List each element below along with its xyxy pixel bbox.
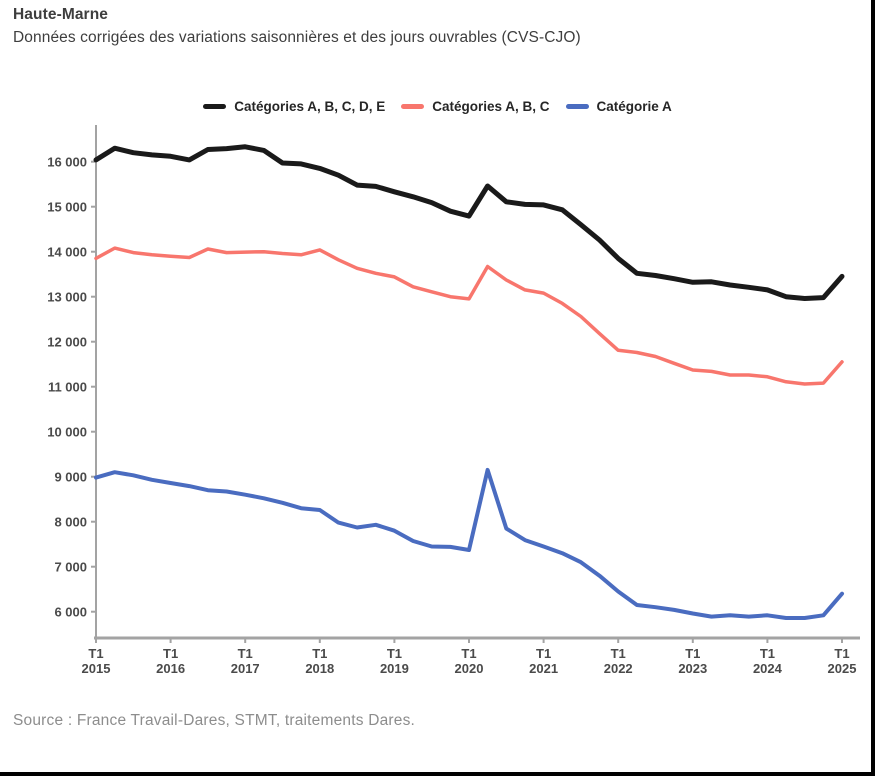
x-tick-label-quarter: T1 <box>238 646 253 661</box>
series-line-cat-gorie-a <box>94 467 844 620</box>
x-tick-label-quarter: T1 <box>387 646 402 661</box>
y-tick-label: 13 000 <box>47 289 87 304</box>
x-tick-label-year: 2023 <box>678 661 707 676</box>
x-tick-label-year: 2024 <box>753 661 783 676</box>
legend-item-categories-abc: Catégories A, B, C <box>401 99 550 114</box>
x-tick-label-year: 2021 <box>529 661 558 676</box>
y-tick-label: 8 000 <box>54 514 87 529</box>
source-text: Source : France Travail-Dares, STMT, tra… <box>13 712 416 729</box>
x-tick-label-year: 2017 <box>231 661 260 676</box>
x-tick-label-quarter: T1 <box>88 646 103 661</box>
x-tick-label-year: 2015 <box>82 661 111 676</box>
x-tick-label-quarter: T1 <box>685 646 700 661</box>
x-tick-label-year: 2016 <box>156 661 185 676</box>
page-subtitle: Données corrigées des variations saisonn… <box>13 29 581 46</box>
y-tick-label: 15 000 <box>47 199 87 214</box>
x-tick-label-quarter: T1 <box>461 646 476 661</box>
x-tick-label-quarter: T1 <box>312 646 327 661</box>
frame-border-right <box>871 0 875 776</box>
y-tick-label: 12 000 <box>47 334 87 349</box>
frame-border-bottom <box>0 772 875 776</box>
legend-label-abcde: Catégories A, B, C, D, E <box>234 99 386 114</box>
y-tick-label: 7 000 <box>54 559 87 574</box>
chart-legend: Catégories A, B, C, D, E Catégories A, B… <box>0 99 875 114</box>
y-tick-label: 14 000 <box>47 244 87 259</box>
y-tick-label: 6 000 <box>54 604 87 619</box>
x-tick-label-year: 2022 <box>604 661 633 676</box>
x-tick-label-quarter: T1 <box>611 646 626 661</box>
x-tick-label-year: 2018 <box>305 661 334 676</box>
y-tick-label: 10 000 <box>47 424 87 439</box>
series-line-cat-gories-a-b-c <box>94 246 844 386</box>
legend-item-categorie-a: Catégorie A <box>565 99 672 114</box>
series-line-cat-gories-a-b-c-d-e <box>93 144 845 301</box>
legend-swatch-abcde-icon <box>203 104 227 109</box>
legend-label-abc: Catégories A, B, C <box>432 99 550 114</box>
y-tick-label: 16 000 <box>47 154 87 169</box>
legend-swatch-a-icon <box>565 104 589 109</box>
x-tick-label-quarter: T1 <box>536 646 551 661</box>
page-title: Haute-Marne <box>13 6 108 23</box>
x-tick-label-quarter: T1 <box>760 646 775 661</box>
y-tick-label: 9 000 <box>54 469 87 484</box>
legend-swatch-abc-icon <box>401 104 425 109</box>
x-tick-label-year: 2025 <box>828 661 857 676</box>
legend-label-a: Catégorie A <box>596 99 672 114</box>
x-tick-label-year: 2019 <box>380 661 409 676</box>
x-tick-label-quarter: T1 <box>834 646 849 661</box>
legend-item-categories-abcde: Catégories A, B, C, D, E <box>203 99 385 114</box>
y-tick-label: 11 000 <box>48 379 87 394</box>
x-tick-label-quarter: T1 <box>163 646 178 661</box>
x-tick-label-year: 2020 <box>455 661 484 676</box>
